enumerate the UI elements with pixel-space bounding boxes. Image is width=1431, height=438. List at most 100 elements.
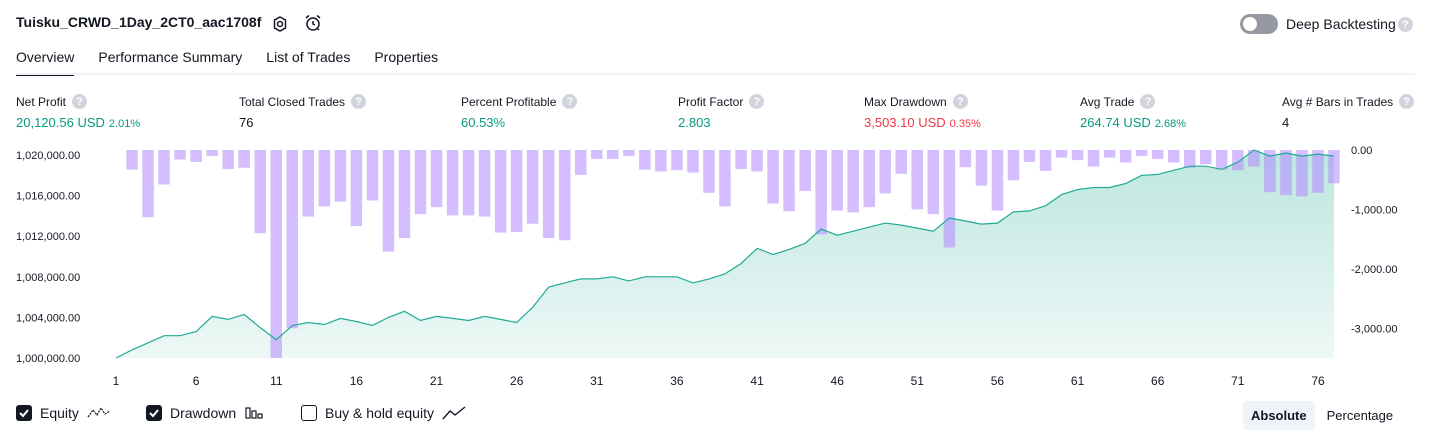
x-axis-tick-label: 21 [430, 374, 444, 388]
drawdown-bar [302, 150, 314, 217]
legend-drawdown[interactable]: Drawdown [146, 405, 264, 421]
stat-profit-factor: Profit Factor? 2.803 [678, 94, 765, 130]
percentage-button[interactable]: Percentage [1326, 408, 1394, 423]
drawdown-bar [1023, 150, 1036, 162]
drawdown-bar [126, 150, 138, 170]
stat-avg-bars-in-trades: Avg # Bars in Trades? 4 [1282, 94, 1415, 130]
legend-equity[interactable]: Equity [16, 405, 111, 421]
equity-line [115, 149, 1335, 359]
drawdown-bar [943, 150, 956, 248]
drawdown-bar [1103, 150, 1116, 158]
drawdown-bar [783, 150, 795, 212]
legend-buy-hold-equity[interactable]: Buy & hold equity [301, 405, 466, 421]
drawdown-bar [927, 150, 940, 215]
x-axis-tick-label: 76 [1311, 374, 1325, 388]
stat-label: Total Closed Trades [239, 94, 346, 109]
x-axis-tick-label: 71 [1231, 374, 1245, 388]
drawdown-bar [1135, 150, 1148, 156]
tab-divider [16, 73, 1415, 75]
toggle-knob [1243, 17, 1257, 31]
absolute-button[interactable]: Absolute [1243, 401, 1315, 430]
info-icon[interactable]: ? [1140, 94, 1156, 109]
left-axis-tick-label: 1,000,000.00 [16, 353, 80, 365]
drawdown-bar [591, 150, 603, 159]
equity-wave-icon [87, 406, 111, 418]
left-axis-tick-label: 1,012,000.00 [16, 231, 80, 243]
info-icon[interactable]: ? [72, 94, 88, 109]
drawdown-checkbox[interactable] [146, 405, 162, 421]
stat-value: 20,120.56 USD [16, 115, 105, 130]
info-icon[interactable]: ? [562, 94, 578, 109]
drawdown-bar [1119, 150, 1132, 163]
legend-label: Buy & hold equity [325, 405, 434, 421]
drawdown-bar [1168, 150, 1180, 163]
left-axis-tick-label: 1,004,000.00 [16, 312, 80, 324]
stat-label: Percent Profitable [461, 94, 557, 109]
tab-performance-summary[interactable]: Performance Summary [98, 49, 243, 65]
alarm-clock-icon[interactable] [303, 13, 323, 33]
drawdown-bar [254, 150, 266, 234]
stat-max-drawdown: Max Drawdown? 3,503.10 USD 0.35% [864, 94, 981, 130]
deep-backtesting-toggle[interactable] [1240, 14, 1278, 34]
settings-gear-icon[interactable] [270, 14, 290, 34]
left-axis-tick-label: 1,016,000.00 [16, 191, 80, 203]
drawdown-bar [206, 150, 218, 156]
info-icon[interactable]: ? [952, 94, 968, 109]
drawdown-bar [1151, 150, 1164, 159]
x-axis-tick-label: 16 [350, 374, 364, 388]
equity-checkbox[interactable] [16, 405, 32, 421]
drawdown-bars-icon [245, 407, 263, 419]
x-axis-tick-label: 46 [831, 374, 845, 388]
info-icon[interactable]: ? [351, 94, 367, 109]
drawdown-bar [1280, 150, 1292, 196]
drawdown-bar [815, 150, 827, 235]
drawdown-bar [494, 150, 507, 233]
drawdown-bar [687, 150, 699, 173]
drawdown-bar [158, 150, 170, 185]
drawdown-bar [639, 150, 651, 170]
drawdown-bar [863, 150, 875, 208]
stat-value: 2.803 [678, 115, 711, 130]
drawdown-bar [703, 150, 715, 193]
drawdown-bar [334, 150, 347, 202]
right-axis-tick-label: -3,000.00 [1351, 323, 1397, 335]
tab-properties[interactable]: Properties [374, 49, 439, 65]
stat-avg-trade: Avg Trade? 264.74 USD 2.68% [1080, 94, 1186, 130]
drawdown-bar [542, 150, 555, 238]
drawdown-bar [1328, 150, 1340, 184]
x-axis-tick-label: 31 [590, 374, 604, 388]
drawdown-bar [1264, 150, 1276, 193]
drawdown-bar [350, 150, 363, 227]
drawdown-bar [735, 150, 747, 169]
deep-backtesting-help-icon[interactable]: ? [1398, 17, 1413, 32]
drawdown-bar [1312, 150, 1324, 193]
drawdown-bar [398, 150, 411, 238]
stat-value: 76 [239, 115, 254, 130]
tab-list-of-trades[interactable]: List of Trades [266, 49, 351, 65]
tab-overview[interactable]: Overview [16, 47, 75, 76]
stat-percent: 0.35% [949, 118, 981, 130]
drawdown-bar [799, 150, 811, 191]
drawdown-bar [655, 150, 667, 172]
left-axis-tick-label: 1,020,000.00 [16, 150, 80, 162]
x-axis-tick-label: 51 [911, 374, 925, 388]
drawdown-bar [895, 150, 907, 174]
drawdown-bar [1007, 150, 1020, 181]
buy-hold-checkbox[interactable] [301, 405, 317, 421]
drawdown-bar [1039, 150, 1052, 171]
x-axis-tick-label: 1 [113, 374, 120, 388]
stat-value: 60.53% [461, 115, 506, 130]
x-axis-tick-label: 56 [991, 374, 1005, 388]
stat-label: Avg # Bars in Trades [1282, 94, 1394, 109]
drawdown-bar [414, 150, 427, 215]
x-axis-tick-label: 26 [510, 374, 524, 388]
equity-drawdown-chart[interactable]: 1,000,000.00 1,004,000.00 1,008,000.00 1,01… [0, 140, 1431, 398]
drawdown-bar [510, 150, 523, 232]
info-icon[interactable]: ? [1399, 94, 1415, 109]
stat-value: 3,503.10 USD [864, 115, 946, 130]
drawdown-bar [1071, 150, 1084, 161]
info-icon[interactable]: ? [749, 94, 765, 109]
legend-label: Drawdown [170, 405, 237, 421]
drawdown-bar [911, 150, 923, 210]
right-axis-tick-label: -2,000.00 [1351, 264, 1397, 276]
